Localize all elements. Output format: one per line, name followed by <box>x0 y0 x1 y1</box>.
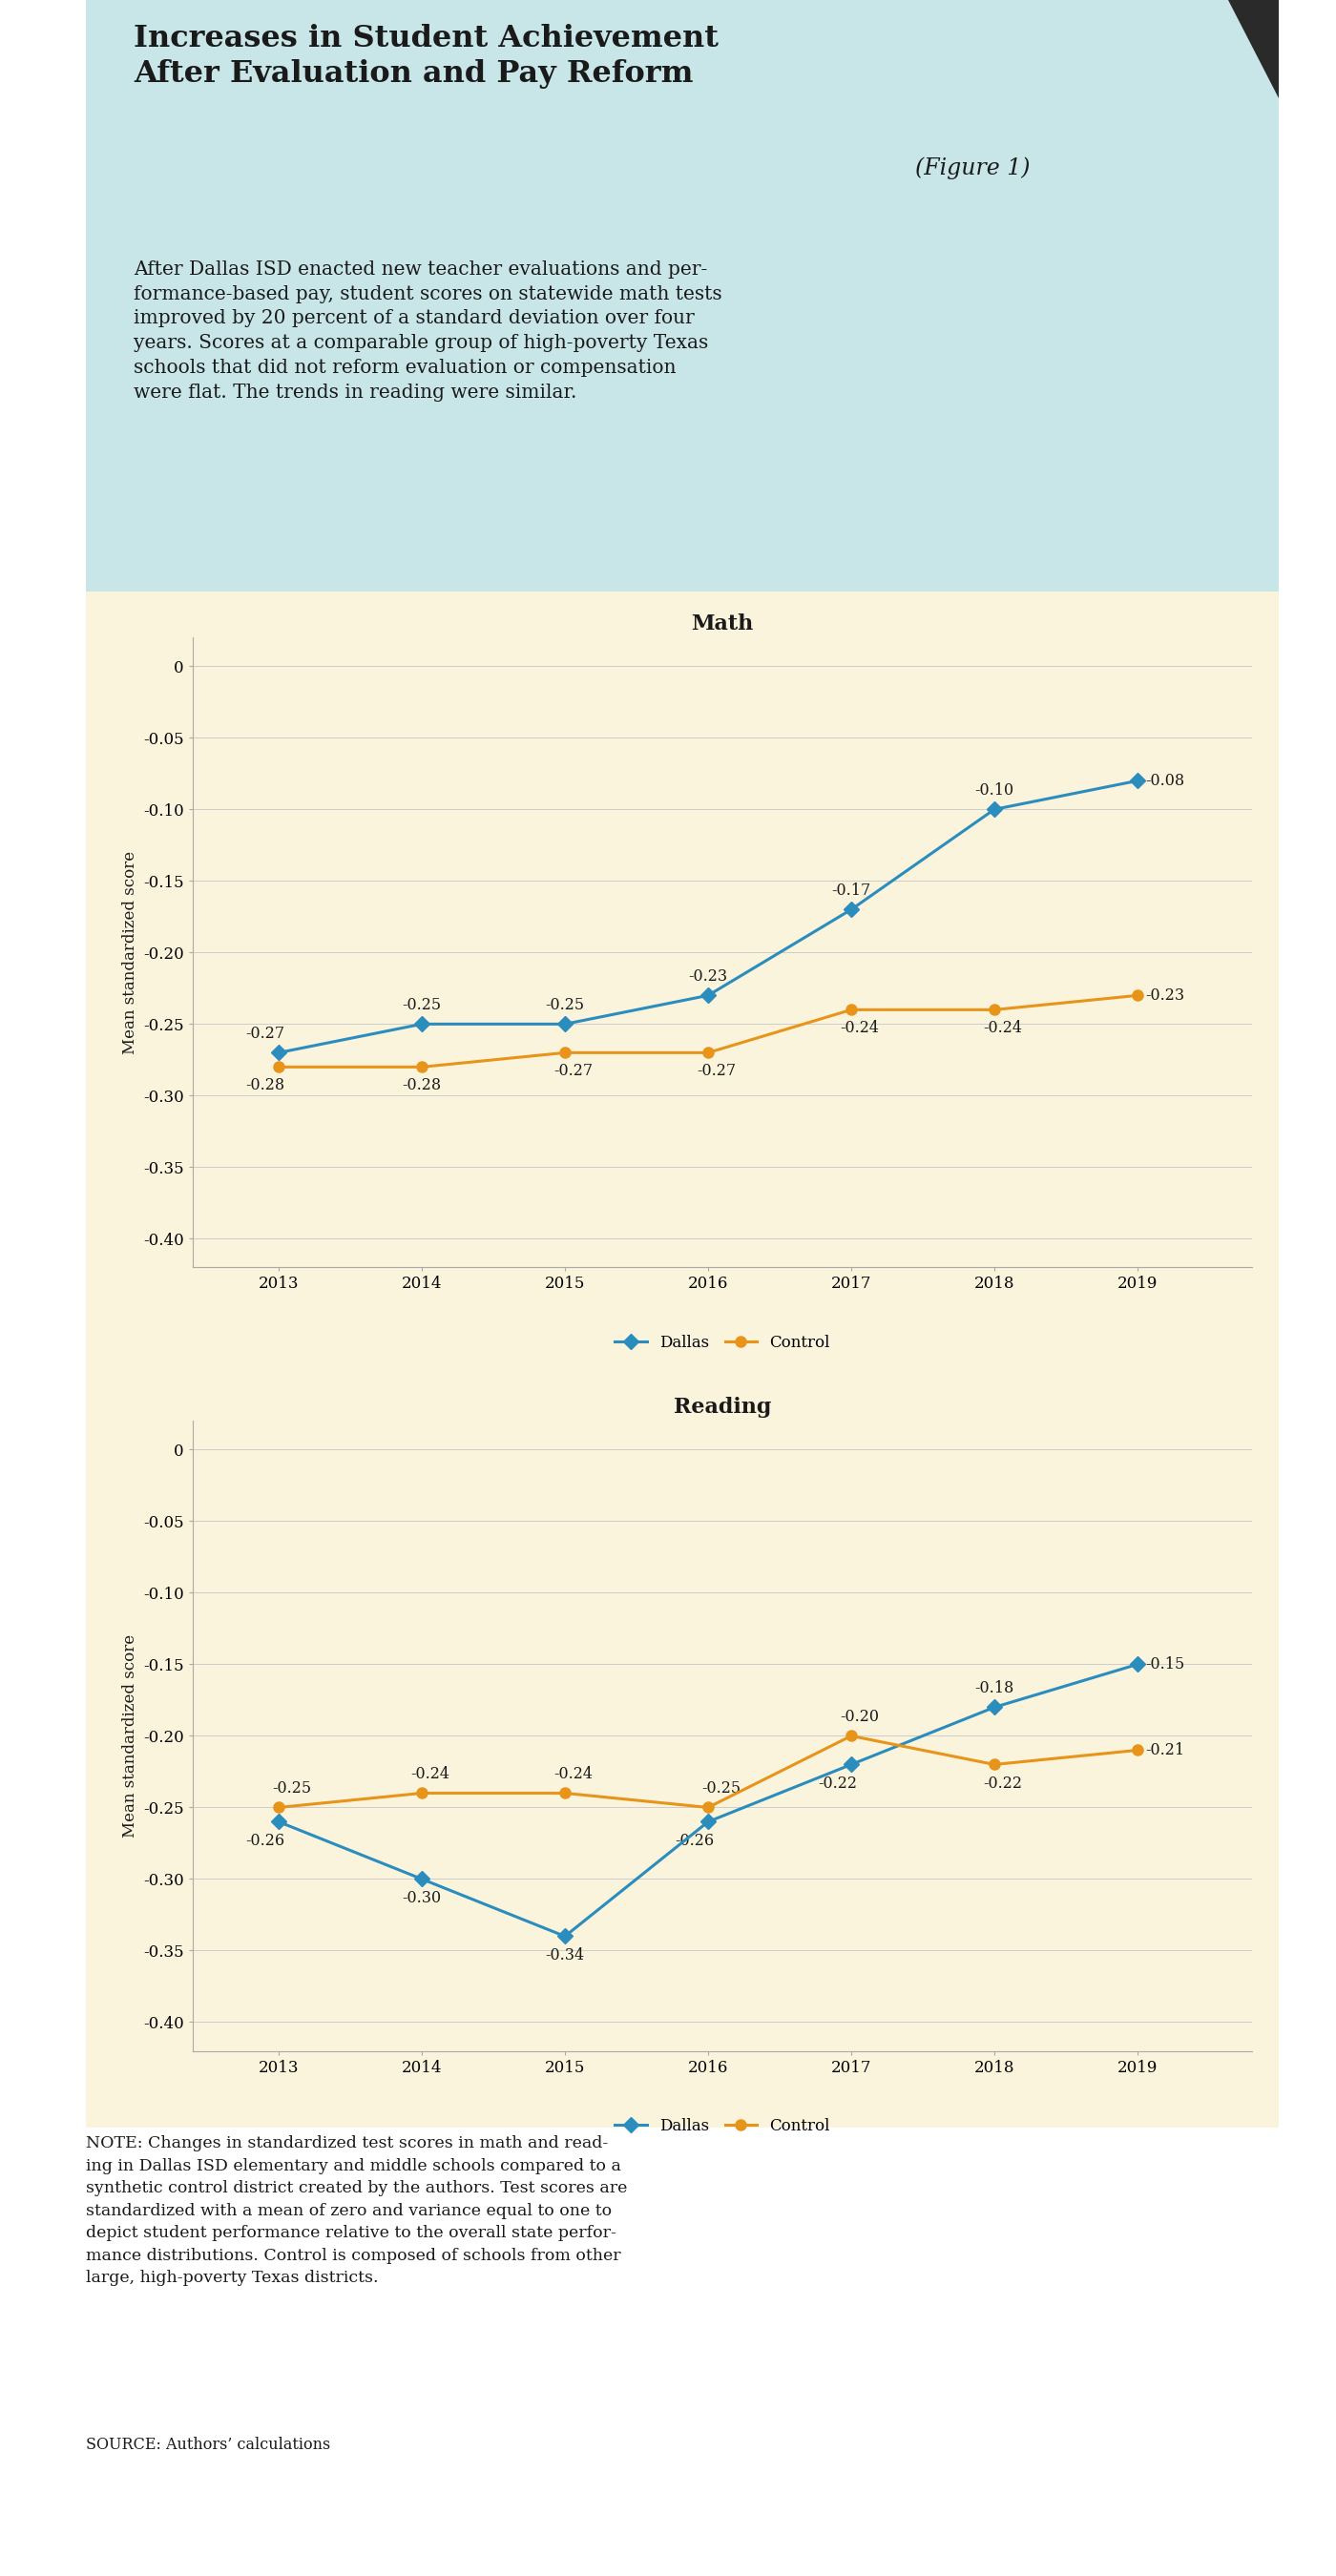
Legend: Dallas, Control: Dallas, Control <box>608 1329 836 1358</box>
Y-axis label: Mean standardized score: Mean standardized score <box>122 850 138 1054</box>
Text: -0.26: -0.26 <box>675 1832 715 1850</box>
Text: -0.28: -0.28 <box>246 1077 285 1095</box>
Y-axis label: Mean standardized score: Mean standardized score <box>122 1633 138 1837</box>
Text: -0.18: -0.18 <box>975 1680 1014 1698</box>
Text: -0.08: -0.08 <box>1145 773 1185 788</box>
Text: NOTE: Changes in standardized test scores in math and read-
ing in Dallas ISD el: NOTE: Changes in standardized test score… <box>86 2136 628 2287</box>
Text: -0.25: -0.25 <box>545 997 585 1012</box>
Text: -0.27: -0.27 <box>696 1064 736 1079</box>
Text: -0.27: -0.27 <box>553 1064 592 1079</box>
Text: -0.25: -0.25 <box>273 1780 311 1798</box>
Text: After Dallas ISD enacted new teacher evaluations and per-
formance-based pay, st: After Dallas ISD enacted new teacher eva… <box>134 260 721 402</box>
Text: -0.22: -0.22 <box>983 1775 1022 1790</box>
Text: -0.17: -0.17 <box>831 884 871 899</box>
Text: -0.25: -0.25 <box>402 997 441 1012</box>
Text: -0.28: -0.28 <box>402 1077 441 1095</box>
Text: -0.24: -0.24 <box>839 1020 879 1036</box>
Text: -0.24: -0.24 <box>983 1020 1022 1036</box>
Text: -0.20: -0.20 <box>839 1708 879 1726</box>
Text: -0.34: -0.34 <box>545 1947 585 1963</box>
Text: -0.26: -0.26 <box>246 1832 285 1850</box>
Text: -0.25: -0.25 <box>701 1780 741 1798</box>
Text: (Figure 1): (Figure 1) <box>915 157 1030 180</box>
Text: -0.27: -0.27 <box>246 1025 285 1043</box>
Text: -0.23: -0.23 <box>688 969 728 984</box>
Text: After Evaluation and Pay Reform: After Evaluation and Pay Reform <box>134 23 693 88</box>
Text: -0.24: -0.24 <box>553 1767 592 1783</box>
Text: -0.21: -0.21 <box>1145 1741 1185 1759</box>
Text: -0.24: -0.24 <box>410 1767 449 1783</box>
Legend: Dallas, Control: Dallas, Control <box>608 2112 836 2141</box>
Text: -0.23: -0.23 <box>1145 987 1185 1005</box>
Title: Reading: Reading <box>673 1396 771 1417</box>
Text: -0.30: -0.30 <box>402 1891 441 1906</box>
Text: SOURCE: Authors’ calculations: SOURCE: Authors’ calculations <box>86 2437 330 2452</box>
Text: -0.10: -0.10 <box>975 783 1014 799</box>
Text: -0.15: -0.15 <box>1145 1656 1185 1672</box>
Text: Increases in Student Achievement: Increases in Student Achievement <box>134 23 719 54</box>
Text: -0.22: -0.22 <box>819 1775 858 1790</box>
Title: Math: Math <box>691 613 754 634</box>
